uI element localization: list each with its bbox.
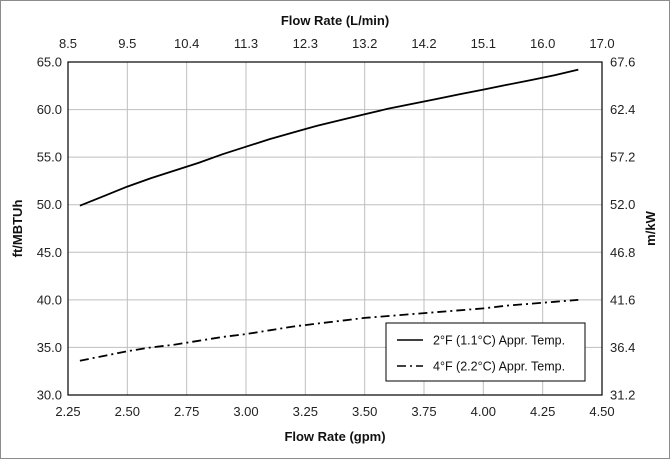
plot-area-border (67, 61, 603, 396)
x-tick-label: 3.75 (411, 404, 436, 419)
legend: 2°F (1.1°C) Appr. Temp. 4°F (2.2°C) Appr… (385, 322, 586, 382)
legend-label-4f: 4°F (2.2°C) Appr. Temp. (433, 360, 565, 374)
x-tick-label: 3.25 (293, 404, 318, 419)
top-axis-title: Flow Rate (L/min) (281, 13, 389, 28)
top-x-tick-label: 11.3 (234, 36, 258, 51)
x-tick-label: 4.00 (471, 404, 496, 419)
right-y-tick-label: 57.2 (610, 150, 635, 165)
series-layer (79, 68, 579, 362)
right-y-tick-label: 46.8 (610, 245, 635, 260)
right-axis-title: m/kW (643, 210, 658, 245)
series-line-2f-approach (79, 68, 579, 207)
x-tick-label: 2.25 (55, 404, 80, 419)
y-tick-label: 60.0 (37, 102, 62, 117)
x-tick-label: 4.25 (530, 404, 555, 419)
y-tick-label: 65.0 (37, 55, 62, 70)
y-tick-label: 50.0 (37, 197, 62, 212)
x-tick-label: 2.50 (115, 404, 140, 419)
right-y-tick-label: 52.0 (610, 197, 635, 212)
series-line-4f-approach (79, 299, 579, 362)
top-x-tick-label: 8.5 (59, 36, 77, 51)
x-tick-label: 4.50 (589, 404, 614, 419)
right-y-tick-label: 67.6 (610, 55, 635, 70)
x-tick-label: 3.00 (233, 404, 258, 419)
right-y-tick-label: 62.4 (610, 102, 635, 117)
y-tick-label: 40.0 (37, 292, 62, 307)
right-y-tick-label: 41.6 (610, 292, 635, 307)
top-x-tick-label: 10.4 (174, 36, 199, 51)
right-y-tick-label: 31.2 (610, 388, 635, 403)
tick-labels: 2.25 2.50 2.75 3.00 3.25 3.50 3.75 4.00 4.25 4.50… (37, 36, 636, 419)
top-x-tick-label: 15.1 (471, 36, 496, 51)
top-x-tick-label: 12.3 (293, 36, 318, 51)
top-x-tick-label: 17.0 (589, 36, 614, 51)
y-tick-label: 35.0 (37, 340, 62, 355)
left-axis-title: ft/MBTUh (10, 200, 25, 258)
y-tick-label: 45.0 (37, 245, 62, 260)
y-tick-label: 55.0 (37, 150, 62, 165)
top-x-tick-label: 14.2 (411, 36, 436, 51)
x-tick-label: 2.75 (174, 404, 199, 419)
x-tick-label: 3.50 (352, 404, 377, 419)
top-x-tick-label: 13.2 (352, 36, 377, 51)
legend-label-2f: 2°F (1.1°C) Appr. Temp. (433, 334, 565, 348)
legend-box (385, 322, 586, 382)
top-x-tick-label: 16.0 (530, 36, 555, 51)
top-x-tick-label: 9.5 (118, 36, 136, 51)
y-tick-label: 30.0 (37, 388, 62, 403)
right-y-tick-label: 36.4 (610, 340, 635, 355)
bottom-axis-title: Flow Rate (gpm) (284, 429, 385, 444)
